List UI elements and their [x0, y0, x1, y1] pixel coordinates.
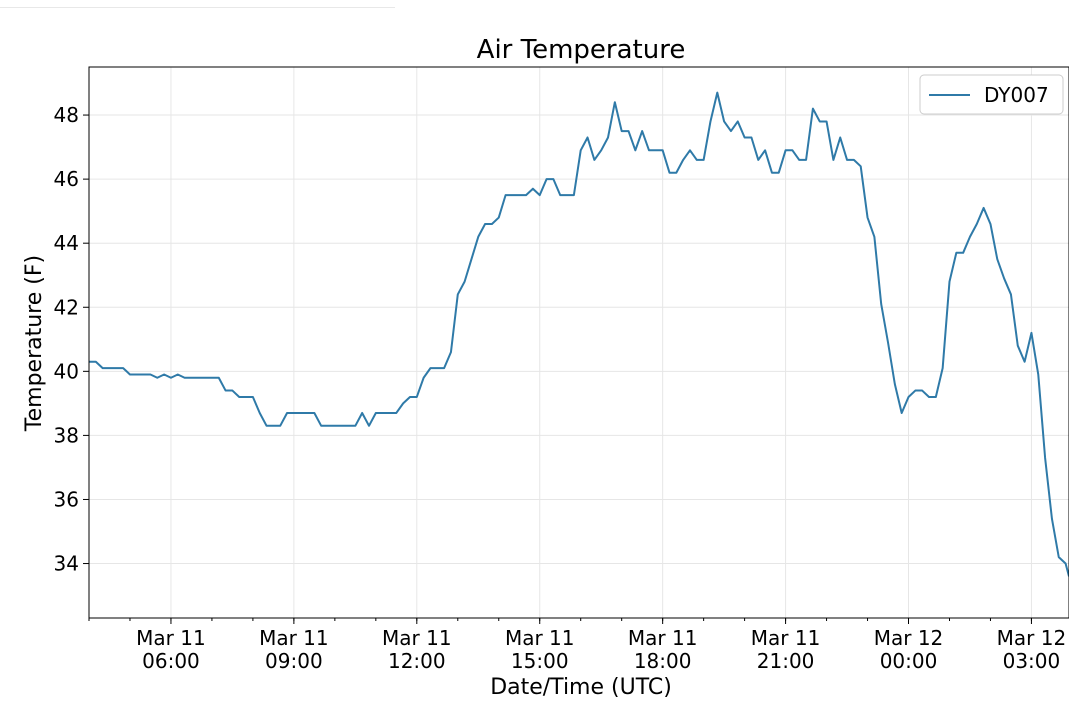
- legend-box: [919, 74, 1064, 115]
- x-tick-label-date: Mar 11: [259, 626, 329, 650]
- y-tick-label: 46: [54, 167, 79, 191]
- y-tick-label: 38: [54, 423, 79, 447]
- y-tick-label: 40: [54, 359, 79, 383]
- series-layer: [89, 91, 1069, 577]
- plot-frame: [88, 66, 1069, 619]
- x-tick-label-time: 21:00: [757, 649, 815, 673]
- series-line-dy007: [89, 91, 1069, 577]
- x-tick-label-time: 18:00: [634, 649, 692, 673]
- y-tick-label: 36: [54, 487, 79, 511]
- legend: DY007: [919, 74, 1064, 115]
- x-axis-label: Date/Time (UTC): [490, 675, 672, 700]
- top-divider-line: [0, 7, 395, 8]
- x-tick-label-date: Mar 11: [628, 626, 698, 650]
- x-tick-label-date: Mar 11: [382, 626, 452, 650]
- legend-label: DY007: [984, 83, 1049, 107]
- y-tick-label: 34: [54, 552, 79, 576]
- x-tick-label-date: Mar 12: [997, 626, 1067, 650]
- y-tick-label: 44: [54, 231, 79, 255]
- y-tick-label: 42: [54, 295, 79, 319]
- x-tick-label-time: 15:00: [511, 649, 569, 673]
- x-tick-label-date: Mar 11: [505, 626, 575, 650]
- y-tick-label: 48: [54, 103, 79, 127]
- gridlines: [89, 67, 1069, 618]
- x-tick-label-time: 09:00: [265, 649, 323, 673]
- x-tick-label-date: Mar 11: [136, 626, 206, 650]
- y-axis-ticks: 34 36 38 40 42 44 46 48: [54, 103, 89, 576]
- x-tick-label-time: 06:00: [142, 649, 200, 673]
- x-tick-label-time: 12:00: [388, 649, 446, 673]
- x-tick-label-time: 03:00: [1003, 649, 1061, 673]
- y-axis-label: Temperature (F): [22, 255, 47, 432]
- chart-title: Air Temperature: [477, 35, 686, 65]
- x-tick-label-time: 00:00: [880, 649, 938, 673]
- x-tick-label-date: Mar 12: [874, 626, 944, 650]
- x-tick-label-date: Mar 11: [751, 626, 821, 650]
